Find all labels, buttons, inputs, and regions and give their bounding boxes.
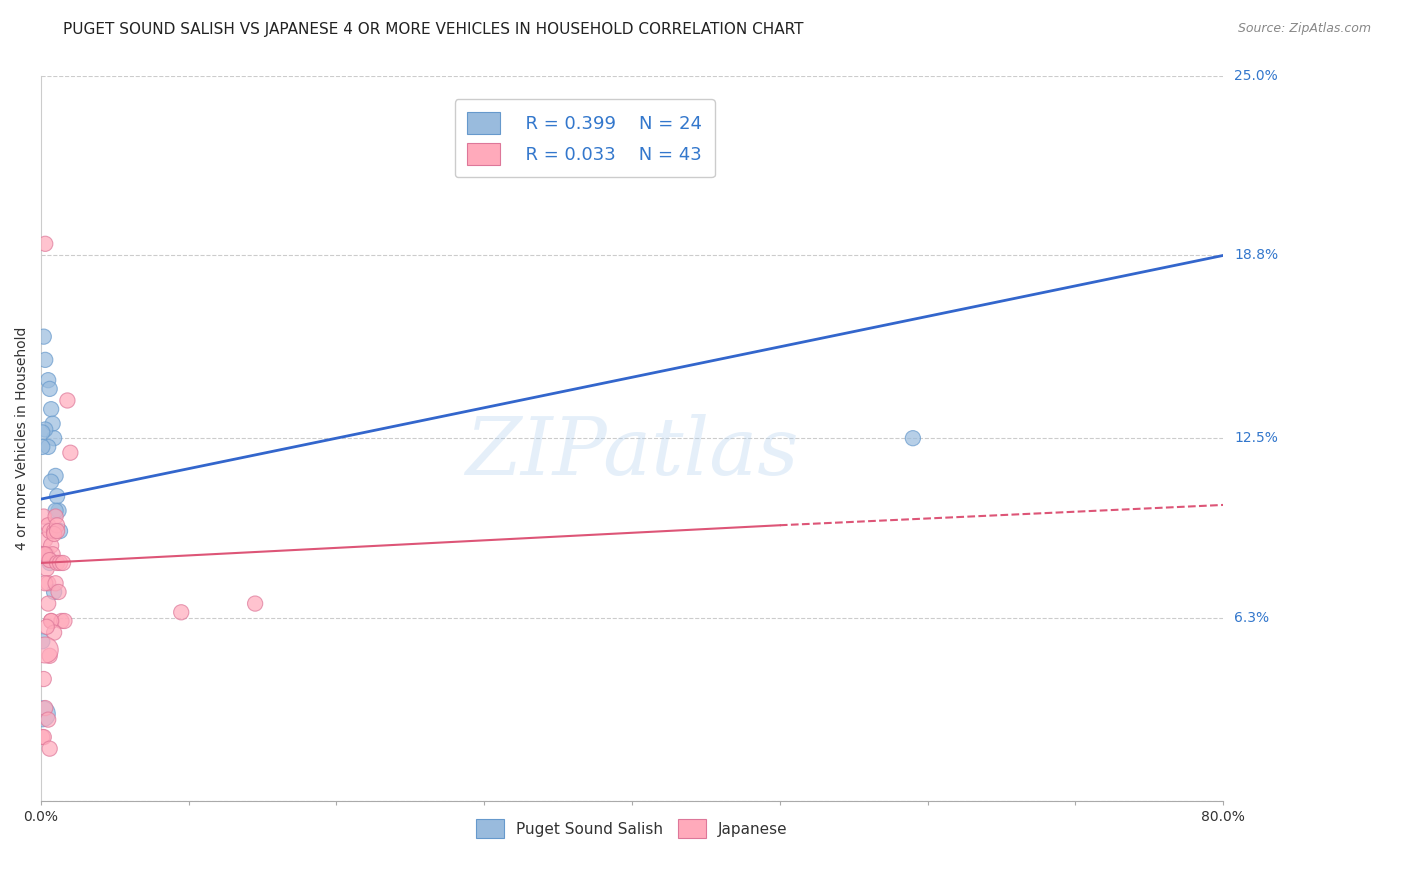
Point	[38, 741, 60, 756]
Point	[46, 518, 69, 533]
Point	[56, 393, 79, 408]
Point	[48, 585, 70, 599]
Point	[42, 431, 65, 445]
Point	[46, 524, 69, 538]
Text: Source: ZipAtlas.com: Source: ZipAtlas.com	[1237, 22, 1371, 36]
Point	[38, 553, 60, 567]
Point	[45, 509, 67, 524]
Point	[243, 597, 266, 611]
Point	[45, 504, 67, 518]
Point	[37, 576, 59, 591]
Point	[34, 422, 56, 436]
Point	[42, 625, 65, 640]
Text: 18.8%: 18.8%	[1234, 248, 1278, 262]
Y-axis label: 4 or more Vehicles in Household: 4 or more Vehicles in Household	[15, 326, 30, 549]
Point	[32, 547, 55, 561]
Point	[35, 620, 58, 634]
Point	[45, 469, 67, 483]
Point	[59, 446, 82, 460]
Point	[32, 329, 55, 343]
Point	[38, 524, 60, 538]
Point	[37, 440, 59, 454]
Point	[32, 672, 55, 686]
Point	[39, 614, 62, 628]
Point	[34, 547, 56, 561]
Point	[39, 402, 62, 417]
Point	[34, 701, 56, 715]
Point	[31, 706, 53, 721]
Point	[38, 382, 60, 396]
Point	[37, 713, 59, 727]
Point	[34, 352, 56, 367]
Point	[34, 576, 56, 591]
Point	[31, 634, 53, 648]
Point	[31, 547, 53, 561]
Point	[37, 597, 59, 611]
Point	[46, 556, 69, 570]
Point	[38, 556, 60, 570]
Point	[41, 547, 63, 561]
Text: 25.0%: 25.0%	[1234, 69, 1278, 83]
Point	[41, 417, 63, 431]
Point	[34, 236, 56, 251]
Point	[49, 556, 72, 570]
Point	[32, 509, 55, 524]
Point	[32, 730, 55, 744]
Point	[35, 562, 58, 576]
Point	[31, 425, 53, 440]
Point	[39, 614, 62, 628]
Point	[37, 373, 59, 387]
Point	[48, 504, 70, 518]
Point	[39, 475, 62, 489]
Point	[45, 576, 67, 591]
Text: ZIPatlas: ZIPatlas	[465, 414, 799, 491]
Point	[34, 547, 56, 561]
Point	[38, 648, 60, 663]
Legend: Puget Sound Salish, Japanese: Puget Sound Salish, Japanese	[470, 814, 794, 844]
Point	[901, 431, 924, 445]
Text: 6.3%: 6.3%	[1234, 611, 1270, 625]
Point	[39, 539, 62, 553]
Point	[37, 518, 59, 533]
Point	[53, 614, 76, 628]
Point	[46, 489, 69, 503]
Text: 12.5%: 12.5%	[1234, 431, 1278, 445]
Point	[35, 547, 58, 561]
Point	[34, 643, 56, 657]
Point	[31, 730, 53, 744]
Point	[52, 556, 75, 570]
Text: PUGET SOUND SALISH VS JAPANESE 4 OR MORE VEHICLES IN HOUSEHOLD CORRELATION CHART: PUGET SOUND SALISH VS JAPANESE 4 OR MORE…	[63, 22, 804, 37]
Point	[51, 614, 73, 628]
Point	[42, 527, 65, 541]
Point	[34, 533, 56, 547]
Point	[42, 585, 65, 599]
Point	[42, 524, 65, 538]
Point	[31, 440, 53, 454]
Point	[49, 524, 72, 538]
Point	[170, 605, 193, 619]
